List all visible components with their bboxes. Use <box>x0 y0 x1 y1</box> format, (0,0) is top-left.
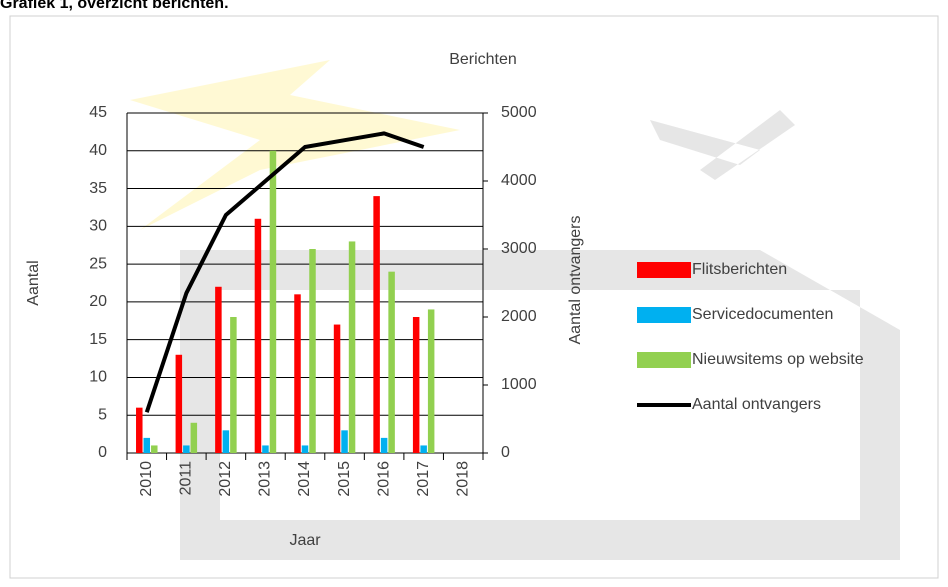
y-axis-title: Aantal <box>25 260 42 305</box>
legend-marker <box>637 262 691 278</box>
legend-label: Aantal ontvangers <box>692 396 821 413</box>
legend-label: Servicedocumenten <box>692 306 833 323</box>
bar <box>309 249 316 453</box>
bar <box>334 325 341 453</box>
x-tick-label: 2010 <box>138 461 155 497</box>
y-tick-label: 5 <box>98 406 107 423</box>
y2-tick-label: 2000 <box>501 308 537 325</box>
y2-tick-label: 5000 <box>501 104 537 121</box>
legend-marker <box>637 352 691 368</box>
x-tick-label: 2018 <box>454 461 471 497</box>
bar <box>191 423 198 453</box>
y-tick-label: 15 <box>89 331 107 348</box>
bar <box>341 430 348 453</box>
bar <box>176 355 183 453</box>
y-tick-label: 35 <box>89 180 107 197</box>
bar <box>255 219 262 453</box>
bar <box>151 445 158 453</box>
heading: Grafiek 1, overzicht berichten. <box>0 0 229 12</box>
y-tick-label: 25 <box>89 255 107 272</box>
bar <box>144 438 151 453</box>
x-tick-label: 2015 <box>336 461 353 497</box>
bar <box>183 445 190 453</box>
chart: Grafiek 1, overzicht berichten. Berichte… <box>0 0 948 582</box>
x-tick-label: 2011 <box>178 461 195 496</box>
y-tick-label: 0 <box>98 444 107 461</box>
x-tick-label: 2017 <box>415 461 432 497</box>
bar <box>262 445 269 453</box>
bar <box>413 317 420 453</box>
bar <box>223 430 230 453</box>
bar <box>428 309 435 453</box>
bar <box>388 272 395 453</box>
y-tick-label: 10 <box>89 369 107 386</box>
bar <box>136 408 143 453</box>
y2-tick-label: 4000 <box>501 172 537 189</box>
y2-tick-label: 3000 <box>501 240 537 257</box>
y2-tick-label: 0 <box>501 444 510 461</box>
bar <box>302 445 309 453</box>
bar <box>215 287 222 453</box>
y-tick-label: 40 <box>89 142 107 159</box>
x-axis-title: Jaar <box>289 532 321 549</box>
page: {"heading": "Grafiek 1, overzicht berich… <box>0 0 948 582</box>
legend-marker <box>637 307 691 323</box>
chart-title: Berichten <box>449 51 517 68</box>
x-tick-label: 2016 <box>375 461 392 497</box>
bar <box>420 445 427 453</box>
y2-axis-title: Aantal ontvangers <box>567 216 584 345</box>
y-tick-label: 20 <box>89 293 107 310</box>
bar <box>230 317 237 453</box>
legend-label: Flitsberichten <box>692 261 787 278</box>
y2-tick-label: 1000 <box>501 376 537 393</box>
bar <box>294 294 301 453</box>
x-tick-label: 2012 <box>217 461 234 497</box>
y-tick-label: 45 <box>89 104 107 121</box>
x-tick-label: 2014 <box>296 461 313 497</box>
bar <box>270 151 277 453</box>
y-tick-label: 30 <box>89 218 107 235</box>
legend-label: Nieuwsitems op website <box>692 351 864 368</box>
bar <box>373 196 380 453</box>
bar <box>349 241 356 453</box>
x-tick-label: 2013 <box>257 461 274 497</box>
bar <box>381 438 388 453</box>
